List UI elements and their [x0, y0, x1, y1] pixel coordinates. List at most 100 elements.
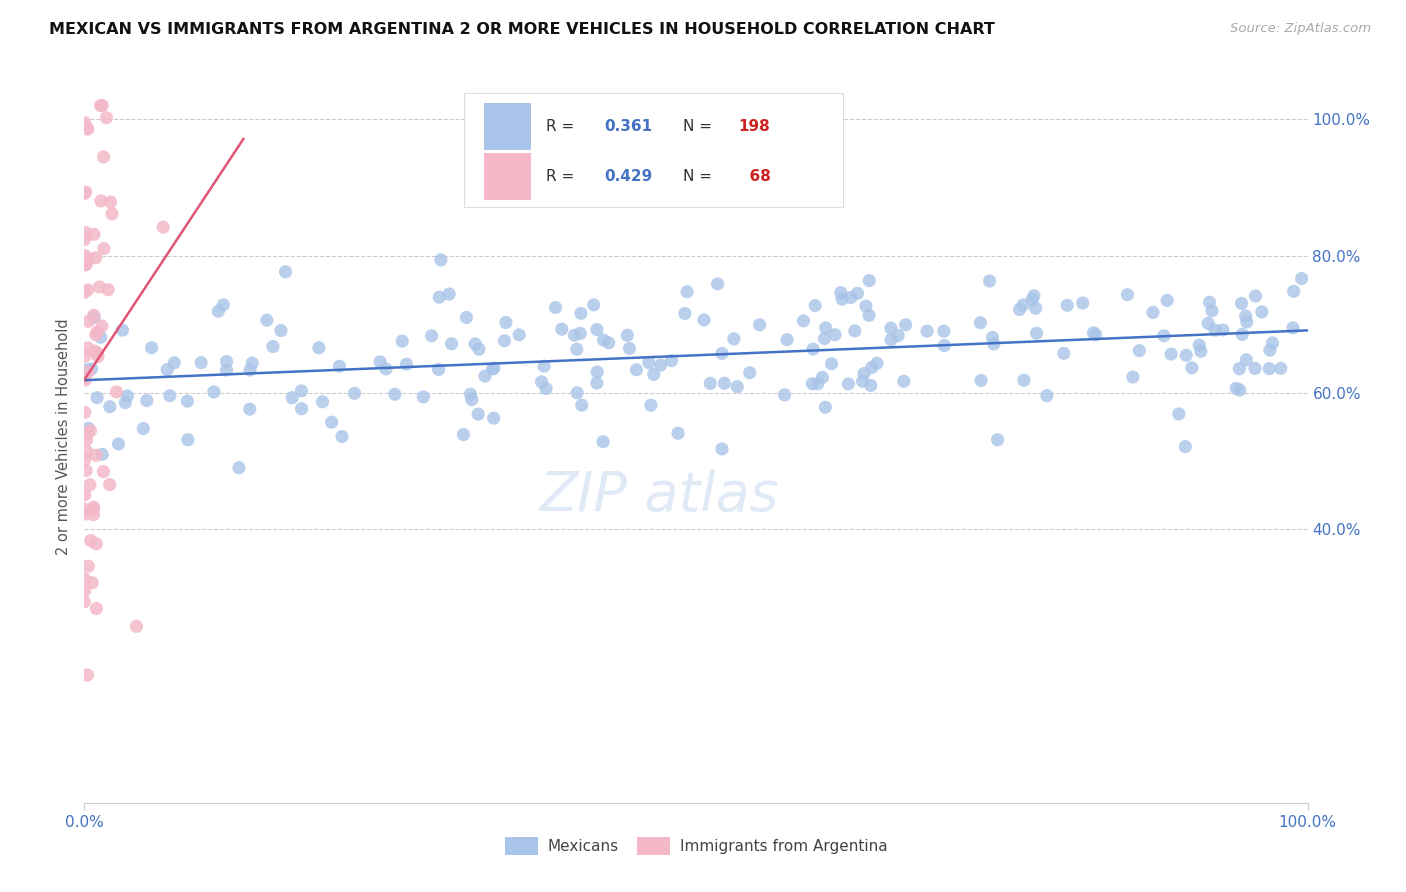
- Point: [592, 333, 614, 347]
- Point: [152, 220, 174, 235]
- Point: [530, 375, 553, 389]
- Point: [239, 402, 262, 417]
- Point: [75, 507, 97, 521]
- Point: [482, 361, 505, 376]
- Point: [474, 369, 496, 384]
- Point: [1229, 383, 1251, 397]
- Point: [384, 387, 406, 401]
- Point: [1160, 347, 1182, 361]
- Point: [508, 327, 530, 342]
- Point: [820, 357, 842, 371]
- Point: [855, 299, 877, 313]
- Point: [90, 319, 112, 334]
- Point: [290, 384, 312, 398]
- FancyBboxPatch shape: [484, 103, 531, 151]
- Point: [932, 324, 955, 338]
- Point: [582, 298, 605, 312]
- Point: [215, 363, 238, 377]
- Point: [135, 393, 157, 408]
- Point: [661, 353, 683, 368]
- Y-axis label: 2 or more Vehicles in Household: 2 or more Vehicles in Household: [56, 318, 72, 556]
- Point: [1188, 338, 1211, 352]
- Point: [343, 386, 366, 401]
- Point: [1282, 285, 1305, 299]
- Point: [1025, 326, 1047, 341]
- Point: [814, 401, 837, 415]
- Point: [76, 363, 98, 377]
- Point: [176, 394, 198, 409]
- Text: 0.429: 0.429: [605, 169, 652, 184]
- Point: [368, 355, 391, 369]
- Point: [858, 309, 880, 323]
- Point: [111, 323, 134, 337]
- Point: [84, 448, 107, 462]
- Point: [1036, 389, 1059, 403]
- Point: [96, 111, 118, 125]
- Point: [482, 411, 505, 425]
- Point: [84, 537, 107, 551]
- Point: [804, 299, 827, 313]
- Point: [586, 322, 609, 336]
- Point: [859, 378, 882, 392]
- Point: [894, 318, 917, 332]
- Point: [73, 285, 96, 300]
- Point: [79, 424, 101, 438]
- Point: [713, 376, 735, 391]
- Point: [725, 379, 748, 393]
- Point: [73, 249, 96, 263]
- Point: [1261, 335, 1284, 350]
- Point: [495, 316, 517, 330]
- Point: [1270, 361, 1292, 376]
- Point: [616, 328, 638, 343]
- Point: [73, 371, 96, 385]
- Text: N =: N =: [682, 169, 717, 184]
- Point: [73, 453, 96, 467]
- Point: [1212, 323, 1234, 337]
- Point: [77, 421, 100, 435]
- Point: [1198, 295, 1220, 310]
- Point: [564, 328, 586, 343]
- Point: [776, 333, 799, 347]
- Point: [1234, 352, 1257, 367]
- Point: [437, 287, 460, 301]
- Point: [1232, 327, 1254, 342]
- Point: [93, 465, 115, 479]
- Point: [460, 387, 482, 401]
- Point: [75, 226, 97, 240]
- Point: [723, 332, 745, 346]
- Point: [80, 533, 103, 548]
- Point: [676, 285, 699, 299]
- Point: [77, 341, 100, 355]
- Point: [1021, 293, 1043, 307]
- Point: [860, 360, 883, 375]
- Point: [330, 429, 353, 443]
- Point: [824, 327, 846, 342]
- Point: [98, 400, 121, 414]
- Point: [699, 376, 721, 391]
- Point: [75, 185, 97, 199]
- Point: [107, 437, 129, 451]
- Point: [1153, 328, 1175, 343]
- Point: [77, 314, 100, 328]
- Point: [551, 322, 574, 336]
- Point: [82, 575, 104, 590]
- Point: [569, 306, 592, 320]
- Point: [75, 463, 97, 477]
- Point: [893, 374, 915, 388]
- Point: [91, 447, 114, 461]
- Point: [86, 325, 108, 339]
- Point: [73, 349, 96, 363]
- Point: [481, 362, 503, 376]
- Point: [1071, 296, 1094, 310]
- Point: [1227, 361, 1250, 376]
- Point: [80, 362, 103, 376]
- Point: [73, 233, 96, 247]
- Point: [73, 572, 96, 586]
- Point: [983, 337, 1005, 351]
- Point: [565, 385, 588, 400]
- Point: [987, 433, 1010, 447]
- Point: [328, 359, 350, 374]
- Point: [76, 252, 98, 266]
- Point: [90, 194, 112, 208]
- Point: [1291, 271, 1313, 285]
